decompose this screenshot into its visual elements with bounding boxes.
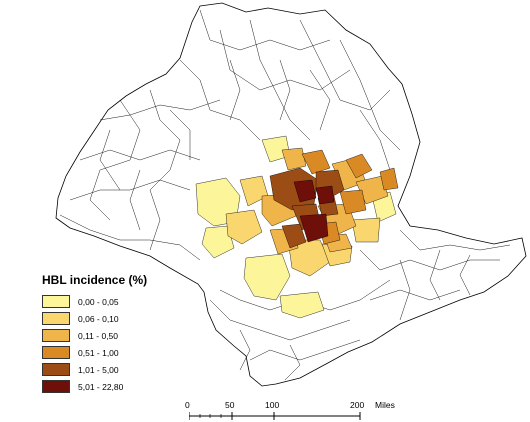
region-incidence-class-0 — [279, 291, 325, 319]
legend-item: 5,01 - 22,80 — [42, 378, 147, 395]
region-incidence-class-2 — [281, 147, 307, 171]
scale-bar: 0 50 100 200 Miles — [185, 400, 395, 420]
legend-item: 0,06 - 0,10 — [42, 310, 147, 327]
legend-swatch — [42, 363, 70, 376]
region-incidence-class-5 — [293, 179, 317, 203]
region-incidence-class-3 — [345, 153, 373, 179]
legend-swatch — [42, 312, 70, 325]
legend-item: 0,11 - 0,50 — [42, 327, 147, 344]
scale-bar-graphic — [189, 412, 361, 420]
region-incidence-class-0 — [201, 225, 235, 259]
region-incidence-class-0 — [243, 253, 291, 301]
scale-unit-label: Miles — [375, 400, 395, 410]
scale-tick-label: 100 — [265, 400, 280, 410]
municipal-boundaries — [59, 9, 511, 381]
legend-swatch — [42, 380, 70, 393]
legend-label: 1,01 - 5,00 — [78, 364, 119, 375]
legend-label: 5,01 - 22,80 — [78, 381, 124, 392]
legend-label: 0,11 - 0,50 — [78, 330, 119, 341]
region-incidence-class-1 — [351, 217, 381, 243]
region-incidence-class-3 — [339, 189, 367, 215]
legend-swatch — [42, 346, 70, 359]
region-incidence-class-1 — [225, 209, 263, 245]
legend-label: 0,00 - 0,05 — [78, 296, 119, 307]
legend: HBL incidence (%) 0,00 - 0,05 0,06 - 0,1… — [42, 273, 147, 395]
legend-title: HBL incidence (%) — [42, 273, 148, 287]
legend-label: 0,51 - 1,00 — [78, 347, 119, 358]
region-incidence-class-5 — [299, 213, 329, 243]
region-incidence-class-5 — [315, 185, 335, 205]
region-incidence-class-4 — [281, 223, 307, 249]
legend-swatch — [42, 295, 70, 308]
incidence-regions — [195, 135, 399, 319]
legend-item: 0,51 - 1,00 — [42, 344, 147, 361]
legend-item: 0,00 - 0,05 — [42, 293, 147, 310]
region-incidence-class-3 — [379, 167, 399, 191]
legend-label: 0,06 - 0,10 — [78, 313, 119, 324]
legend-swatch — [42, 329, 70, 342]
scale-tick-label: 200 — [350, 400, 365, 410]
region-incidence-class-3 — [301, 149, 331, 175]
scale-tick-label: 50 — [225, 400, 235, 410]
scale-tick-label: 0 — [185, 400, 190, 410]
legend-item: 1,01 - 5,00 — [42, 361, 147, 378]
